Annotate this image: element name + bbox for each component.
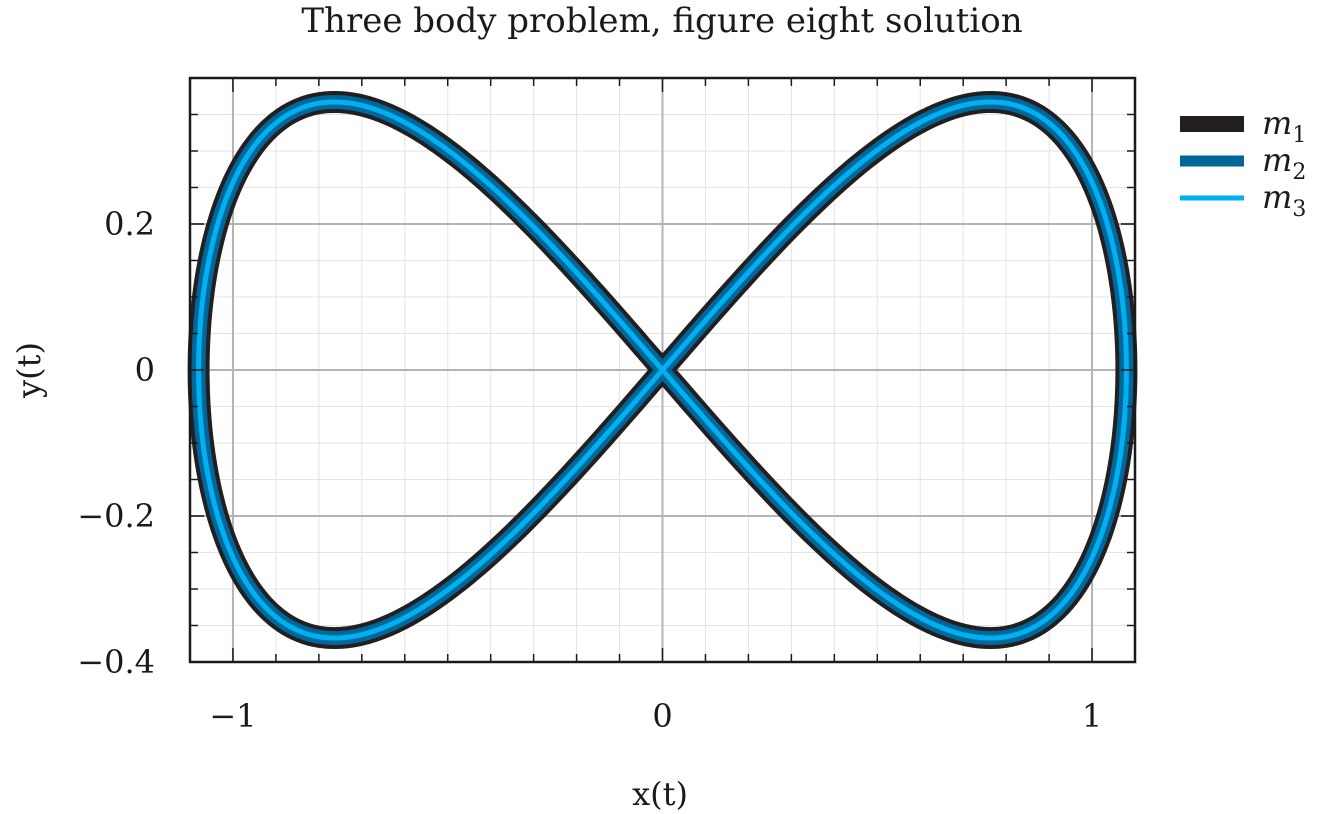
- series-line-m3: [196, 99, 1129, 641]
- legend-subscript-m3: 3: [1292, 197, 1306, 222]
- y-tick-label: −0.4: [77, 643, 155, 681]
- y-tick-label: 0: [135, 351, 155, 389]
- x-tick-label: 0: [652, 697, 672, 735]
- legend-subscript-m1: 1: [1292, 123, 1306, 148]
- y-axis-label: y(t): [10, 342, 48, 399]
- tick-labels: −1 0 1 −0.4 −0.2 0 0.2: [77, 205, 1102, 735]
- legend-label-m1: m1: [1262, 104, 1306, 148]
- x-axis-label: x(t): [632, 775, 688, 813]
- series-lines: [187, 90, 1138, 650]
- axis-ticks: [190, 78, 1135, 663]
- y-tick-label: −0.2: [77, 497, 155, 535]
- y-tick-label: 0.2: [104, 205, 155, 243]
- x-tick-label: 1: [1082, 697, 1102, 735]
- chart-title: Three body problem, figure eight solutio…: [301, 1, 1022, 41]
- legend-subscript-m2: 2: [1292, 160, 1306, 185]
- x-tick-label: −1: [209, 697, 256, 735]
